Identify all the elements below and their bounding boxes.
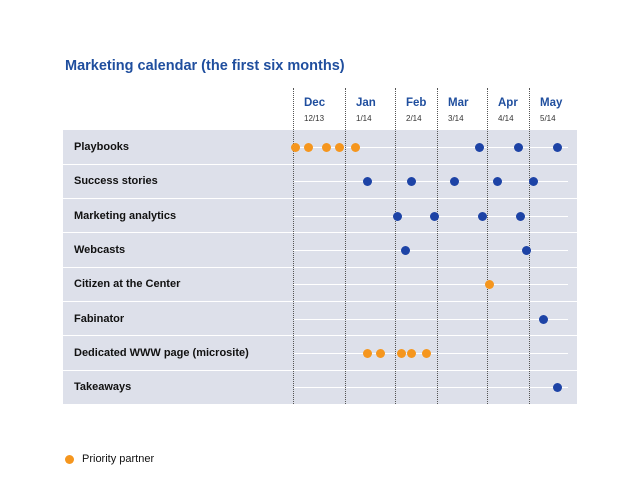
timeline-track xyxy=(293,387,568,389)
priority-event-dot xyxy=(422,348,431,358)
month-date-mar: 3/14 xyxy=(448,114,464,123)
priority-event-dot xyxy=(322,143,332,153)
month-label-jan: Jan xyxy=(356,97,376,109)
row-background xyxy=(63,198,577,233)
page-title: Marketing calendar (the first six months… xyxy=(65,58,345,74)
timeline-track xyxy=(293,181,568,183)
row-label: Webcasts xyxy=(74,243,126,256)
month-date-may: 5/14 xyxy=(540,114,556,123)
row-separator xyxy=(63,266,577,268)
event-dot xyxy=(529,177,539,187)
legend-label: Priority partner xyxy=(82,453,155,465)
month-label-apr: Apr xyxy=(498,97,518,109)
event-dot xyxy=(477,211,487,221)
priority-event-dot xyxy=(335,143,345,153)
event-dot xyxy=(392,211,402,221)
month-date-feb: 2/14 xyxy=(406,114,422,123)
timeline-track xyxy=(293,147,568,149)
priority-event-dot xyxy=(363,348,372,358)
row-separator xyxy=(63,232,577,234)
event-dot xyxy=(516,211,526,221)
month-label-mar: Mar xyxy=(448,97,469,109)
event-dot xyxy=(450,177,459,187)
row-background xyxy=(63,130,577,164)
row-separator xyxy=(63,335,577,337)
timeline-track xyxy=(293,284,568,286)
month-divider xyxy=(437,88,438,405)
event-dot xyxy=(538,314,548,324)
priority-event-dot xyxy=(407,348,417,358)
month-date-apr: 4/14 xyxy=(498,114,514,123)
event-dot xyxy=(430,211,440,221)
priority-event-dot xyxy=(350,143,360,153)
row-background xyxy=(63,232,577,267)
month-label-may: May xyxy=(540,97,563,109)
row-label: Fabinator xyxy=(74,312,125,325)
priority-event-dot xyxy=(396,348,406,358)
row-separator xyxy=(63,369,577,371)
priority-event-dot xyxy=(304,143,314,153)
event-dot xyxy=(514,143,523,153)
priority-event-dot xyxy=(291,143,301,153)
month-label-feb: Feb xyxy=(406,97,427,109)
month-date-jan: 1/14 xyxy=(356,114,372,123)
row-separator xyxy=(63,163,577,165)
row-separator xyxy=(63,301,577,302)
timeline-track xyxy=(293,318,568,320)
month-divider xyxy=(293,88,294,405)
row-label: Takeaways xyxy=(74,381,132,394)
row-label: Marketing analytics xyxy=(74,209,177,222)
row-background xyxy=(63,301,577,336)
row-label: Success stories xyxy=(74,175,158,188)
month-label-dec: Dec xyxy=(304,97,326,109)
row-background xyxy=(63,335,577,370)
priority-event-dot xyxy=(375,348,385,358)
row-label: Playbooks xyxy=(74,141,130,153)
event-dot xyxy=(493,177,502,187)
row-background xyxy=(63,164,577,199)
event-dot xyxy=(363,177,372,187)
legend-priority-dot xyxy=(65,455,74,464)
event-dot xyxy=(553,383,563,393)
event-dot xyxy=(553,143,563,153)
event-dot xyxy=(407,177,417,187)
priority-event-dot xyxy=(484,280,494,290)
event-dot xyxy=(475,143,484,153)
row-separator xyxy=(63,198,577,200)
month-divider xyxy=(395,88,396,405)
timeline-track xyxy=(293,250,568,252)
month-divider xyxy=(345,88,346,405)
month-date-dec: 12/13 xyxy=(304,114,325,123)
row-background xyxy=(63,370,577,405)
event-dot xyxy=(401,246,410,256)
row-label: Dedicated WWW page (microsite) xyxy=(74,346,249,359)
month-divider xyxy=(487,88,488,405)
row-label: Citizen at the Center xyxy=(74,278,181,291)
event-dot xyxy=(522,246,532,256)
